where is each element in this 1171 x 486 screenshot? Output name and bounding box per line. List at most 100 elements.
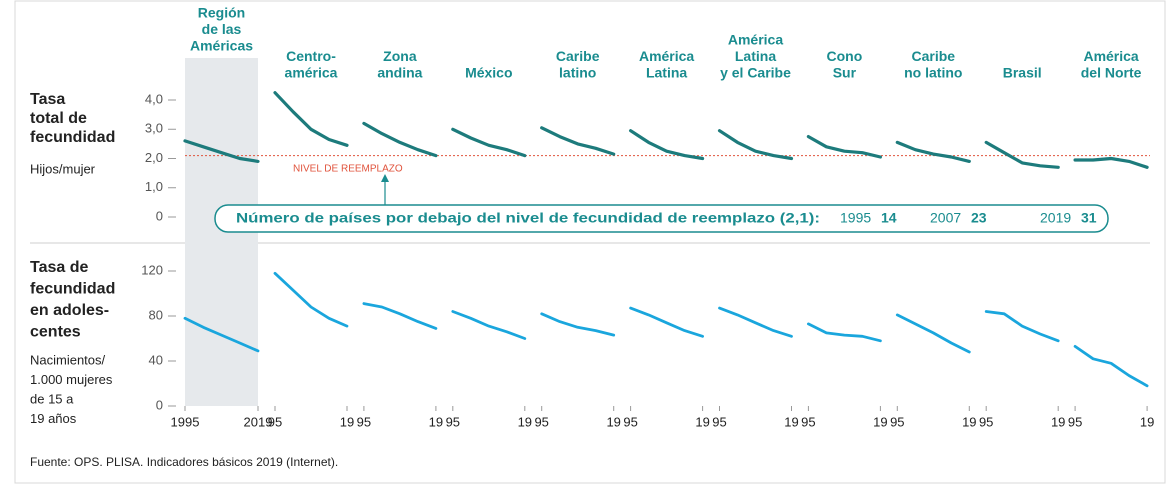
row-label: total de	[30, 110, 87, 127]
adolescent-line	[718, 306, 793, 338]
y-tick-label: 80	[149, 307, 163, 322]
panel-title: américa	[285, 65, 338, 81]
arrow-head	[381, 174, 389, 182]
annotation-count: 31	[1081, 210, 1097, 226]
x-tick-label: 19	[340, 414, 354, 429]
panel-title: Cono	[827, 48, 863, 64]
row-label: Tasa de	[30, 259, 89, 276]
x-tick-label: 95	[268, 414, 282, 429]
tfr-line	[1073, 156, 1149, 169]
panel-title: latino	[559, 65, 596, 81]
x-tick-label: 95	[979, 414, 993, 429]
x-tick-label: 19	[518, 414, 532, 429]
y-tick-label: 4,0	[145, 91, 163, 106]
x-tick-label: 19	[784, 414, 798, 429]
row-label: centes	[30, 324, 81, 341]
annotation-year: 1995	[840, 210, 871, 226]
tfr-line	[628, 129, 705, 161]
x-tick-label: 95	[712, 414, 726, 429]
tfr-line	[362, 121, 438, 158]
tfr-line	[984, 140, 1060, 169]
panel-title: y el Caribe	[720, 65, 791, 81]
x-tick-label: 95	[801, 414, 815, 429]
x-tick-label: 19	[1051, 414, 1065, 429]
panel-title: México	[465, 65, 512, 81]
adolescent-line	[540, 312, 616, 337]
x-tick-label: 1995	[171, 414, 200, 429]
y-tick-label: 0	[156, 397, 163, 412]
tfr-line	[540, 126, 616, 156]
panel-title: andina	[377, 65, 422, 81]
row-label: en adoles-	[30, 302, 109, 319]
row-label: fecundidad	[30, 129, 115, 146]
replacement-label: NIVEL DE REEMPLAZO	[293, 164, 403, 175]
panel-title: no latino	[904, 65, 962, 81]
annotation-year: 2019	[1040, 210, 1071, 226]
adolescent-line	[362, 302, 438, 330]
y-tick-label: 120	[141, 262, 163, 277]
x-tick-label: 95	[534, 414, 548, 429]
row-unit: 19 años	[30, 411, 77, 426]
row-label: fecundidad	[30, 281, 115, 298]
tfr-line	[895, 140, 971, 163]
adolescent-line	[183, 316, 260, 353]
annotation-year: 2007	[930, 210, 961, 226]
x-tick-label: 2019	[244, 414, 273, 429]
x-tick-label: 95	[357, 414, 371, 429]
panel-title: Zona	[383, 48, 417, 64]
x-tick-label: 95	[890, 414, 904, 429]
y-tick-label: 3,0	[145, 121, 163, 136]
source: Fuente: OPS. PLISA. Indicadores básicos …	[30, 455, 338, 469]
x-tick-label: 95	[623, 414, 637, 429]
tfr-line	[717, 129, 794, 161]
annotation-count: 14	[881, 210, 897, 226]
x-tick-label: 19	[1140, 414, 1154, 429]
panel-title: Latina	[646, 65, 687, 81]
adolescent-line	[984, 310, 1060, 343]
annotation-text: Número de países por debajo del nivel de…	[236, 210, 820, 226]
tfr-line	[183, 139, 260, 163]
panel-title: América	[639, 48, 694, 64]
panel-title: Américas	[190, 38, 253, 54]
panel-title: Sur	[833, 65, 857, 81]
panel-title: América	[728, 32, 783, 48]
tfr-line	[273, 91, 349, 147]
x-tick-label: 19	[429, 414, 443, 429]
adolescent-line	[895, 313, 971, 354]
x-tick-label: 95	[446, 414, 460, 429]
x-tick-label: 19	[695, 414, 709, 429]
annotation-count: 23	[971, 210, 987, 226]
adolescent-line	[1073, 344, 1149, 388]
y-tick-label: 0	[156, 208, 163, 223]
x-tick-label: 95	[1068, 414, 1082, 429]
annotation-box	[214, 204, 1109, 233]
row-unit: Nacimientos/	[30, 352, 106, 367]
row-unit: 1.000 mujeres	[30, 372, 113, 387]
panel-title: Región	[198, 5, 245, 21]
panel-title: Brasil	[1003, 65, 1042, 81]
y-tick-label: 1,0	[145, 179, 163, 194]
adolescent-line	[451, 310, 527, 340]
panel-title: de las	[202, 21, 242, 37]
tfr-line	[806, 135, 883, 159]
x-tick-label: 19	[873, 414, 887, 429]
row-unit: Hijos/mujer	[30, 161, 96, 176]
y-tick-label: 2,0	[145, 150, 163, 165]
panel-title: Caribe	[556, 48, 600, 64]
x-tick-label: 19	[962, 414, 976, 429]
adolescent-line	[629, 306, 704, 338]
panel-title: América	[1083, 48, 1138, 64]
y-tick-label: 40	[149, 352, 163, 367]
panel-title: del Norte	[1081, 65, 1142, 81]
row-label: Tasa	[30, 91, 65, 108]
x-tick-label: 19	[606, 414, 620, 429]
adolescent-line	[807, 322, 882, 343]
tfr-line	[451, 127, 527, 158]
row-unit: de 15 a	[30, 391, 74, 406]
panel-title: Latina	[735, 48, 776, 64]
frame	[14, 0, 1166, 484]
panel-title: Caribe	[912, 48, 956, 64]
adolescent-line	[273, 271, 349, 328]
